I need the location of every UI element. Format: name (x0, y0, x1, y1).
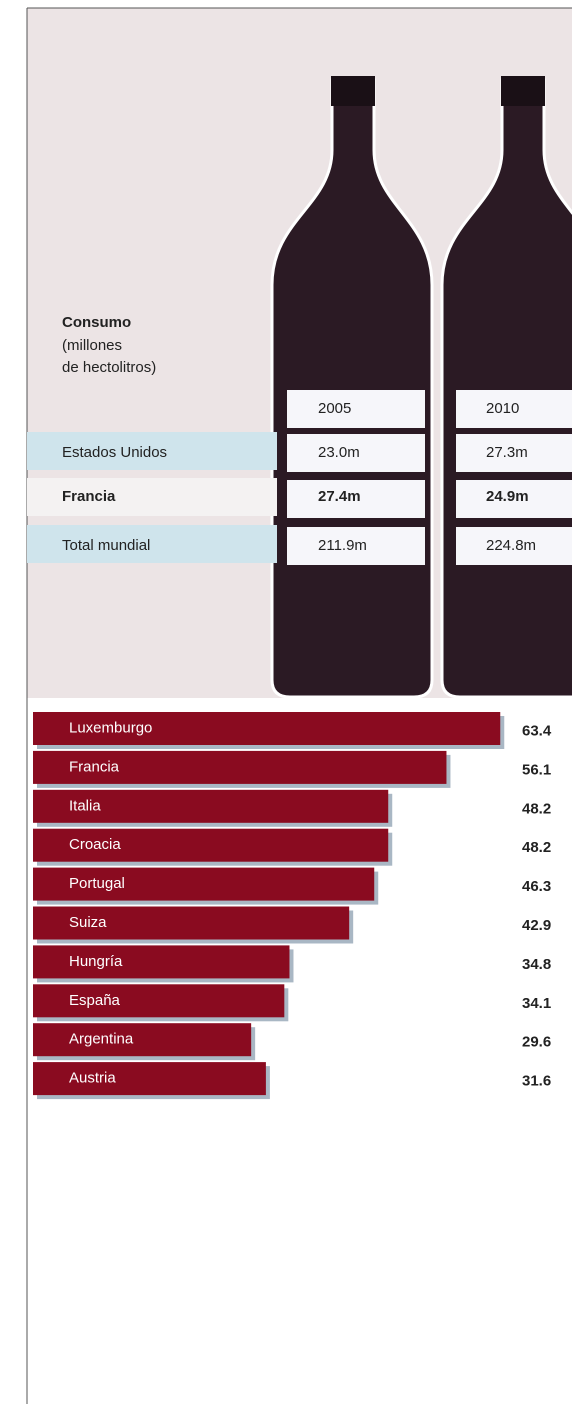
bar (33, 1023, 251, 1056)
value-label: 34.1 (522, 995, 551, 1012)
infographic: Consumo (millones de hectolitros) 2005 20… (0, 0, 572, 1404)
bar-label: España (69, 992, 121, 1009)
table-cell: 24.9m (486, 488, 529, 505)
table-subtitle: de hectolitros) (62, 359, 156, 376)
table-title: Consumo (62, 314, 131, 331)
bar-label: Italia (69, 797, 101, 814)
row-label: Francia (62, 488, 116, 505)
bar-label: Argentina (69, 1031, 134, 1048)
value-label: 31.6 (522, 1073, 551, 1090)
table-cell: 23.0m (318, 444, 360, 461)
bar-label: Portugal (69, 875, 125, 892)
value-label: 46.3 (522, 878, 551, 895)
row-label: Estados Unidos (62, 444, 167, 461)
table-cell: 27.4m (318, 488, 361, 505)
value-label: 56.1 (522, 761, 551, 778)
bar-label: Hungría (69, 953, 123, 970)
table-subtitle: (millones (62, 337, 122, 354)
bar-label: Suiza (69, 914, 107, 931)
value-label: 42.9 (522, 917, 551, 934)
bar-label: Croacia (69, 836, 121, 853)
row-label: Total mundial (62, 537, 150, 554)
value-label: 63.4 (522, 722, 552, 739)
value-label: 48.2 (522, 800, 551, 817)
column-header: 2005 (318, 400, 351, 417)
bar (33, 1062, 266, 1095)
column-header: 2010 (486, 400, 519, 417)
table-cell: 27.3m (486, 444, 528, 461)
bar-label: Luxemburgo (69, 719, 152, 736)
bar-label: Austria (69, 1070, 116, 1087)
value-label: 48.2 (522, 839, 551, 856)
value-label: 29.6 (522, 1034, 551, 1051)
table-cell: 211.9m (318, 537, 367, 554)
page: Consumo (millones de hectolitros) 2005 20… (0, 0, 572, 1404)
table-cell: 224.8m (486, 537, 536, 554)
value-label: 34.8 (522, 956, 551, 973)
bar-label: Francia (69, 758, 120, 775)
